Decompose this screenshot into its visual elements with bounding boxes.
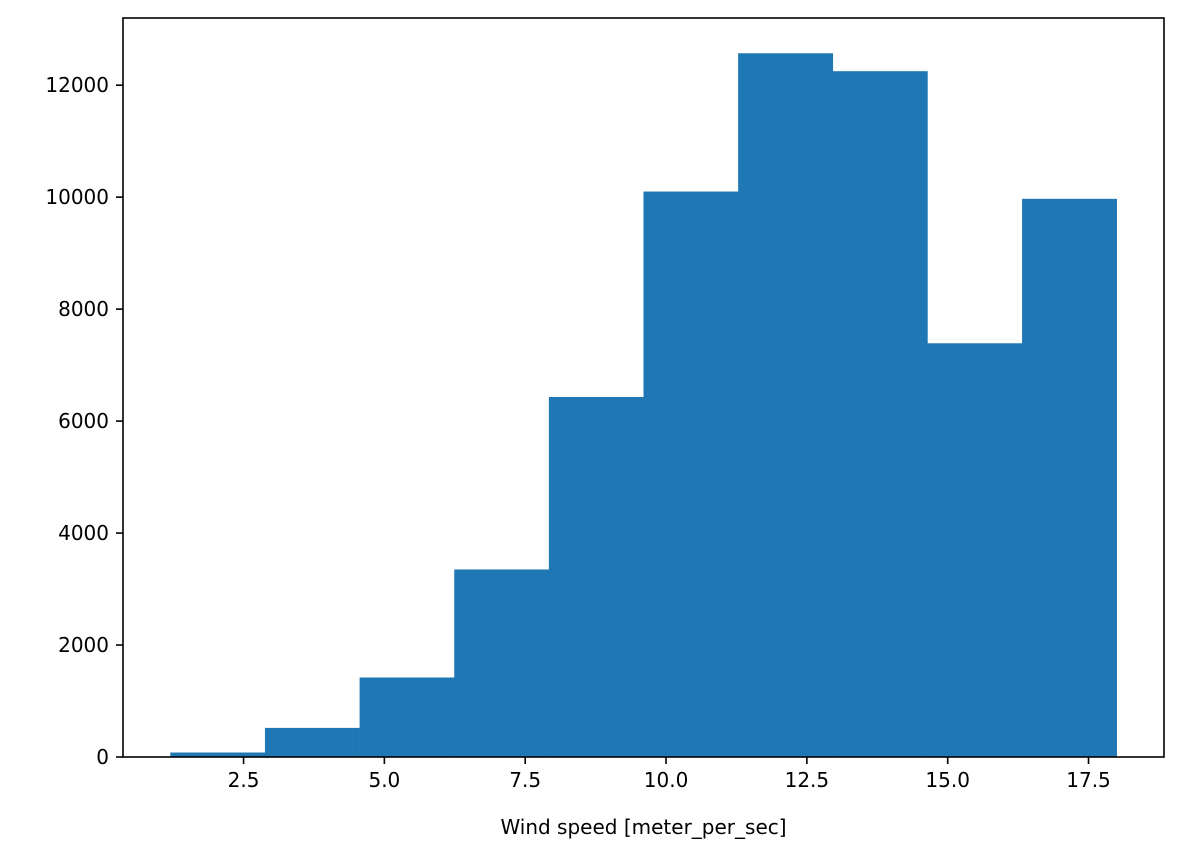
histogram-bars — [170, 53, 1117, 758]
y-tick-label: 2000 — [58, 633, 109, 657]
y-tick-label: 6000 — [58, 409, 109, 433]
y-axis-ticks: 0 2000 4000 6000 8000 10000 12000 — [45, 73, 123, 769]
histogram-bar — [643, 191, 739, 757]
x-tick-label: 17.5 — [1066, 768, 1111, 792]
x-axis-label: Wind speed [meter_per_sec] — [500, 815, 786, 839]
y-tick-label: 4000 — [58, 521, 109, 545]
histogram-bar — [170, 752, 266, 757]
x-axis-ticks: 2.5 5.0 7.5 10.0 12.5 15.0 17.5 — [228, 757, 1111, 792]
histogram-bar — [1022, 198, 1117, 757]
x-tick-label: 5.0 — [368, 768, 400, 792]
histogram-bar — [927, 343, 1023, 757]
histogram-bar — [454, 569, 550, 757]
histogram-bar — [832, 71, 928, 757]
x-tick-label: 7.5 — [509, 768, 541, 792]
y-tick-label: 0 — [96, 745, 109, 769]
histogram-bar — [359, 677, 455, 757]
x-tick-label: 15.0 — [925, 768, 970, 792]
y-tick-label: 8000 — [58, 297, 109, 321]
y-tick-label: 12000 — [45, 73, 109, 97]
x-tick-label: 2.5 — [228, 768, 260, 792]
histogram-bar — [264, 727, 360, 757]
plot-frame — [122, 17, 1165, 758]
x-tick-label: 12.5 — [785, 768, 830, 792]
y-tick-label: 10000 — [45, 185, 109, 209]
histogram-bar — [738, 53, 834, 758]
histogram-bar — [548, 397, 644, 757]
x-tick-label: 10.0 — [644, 768, 689, 792]
